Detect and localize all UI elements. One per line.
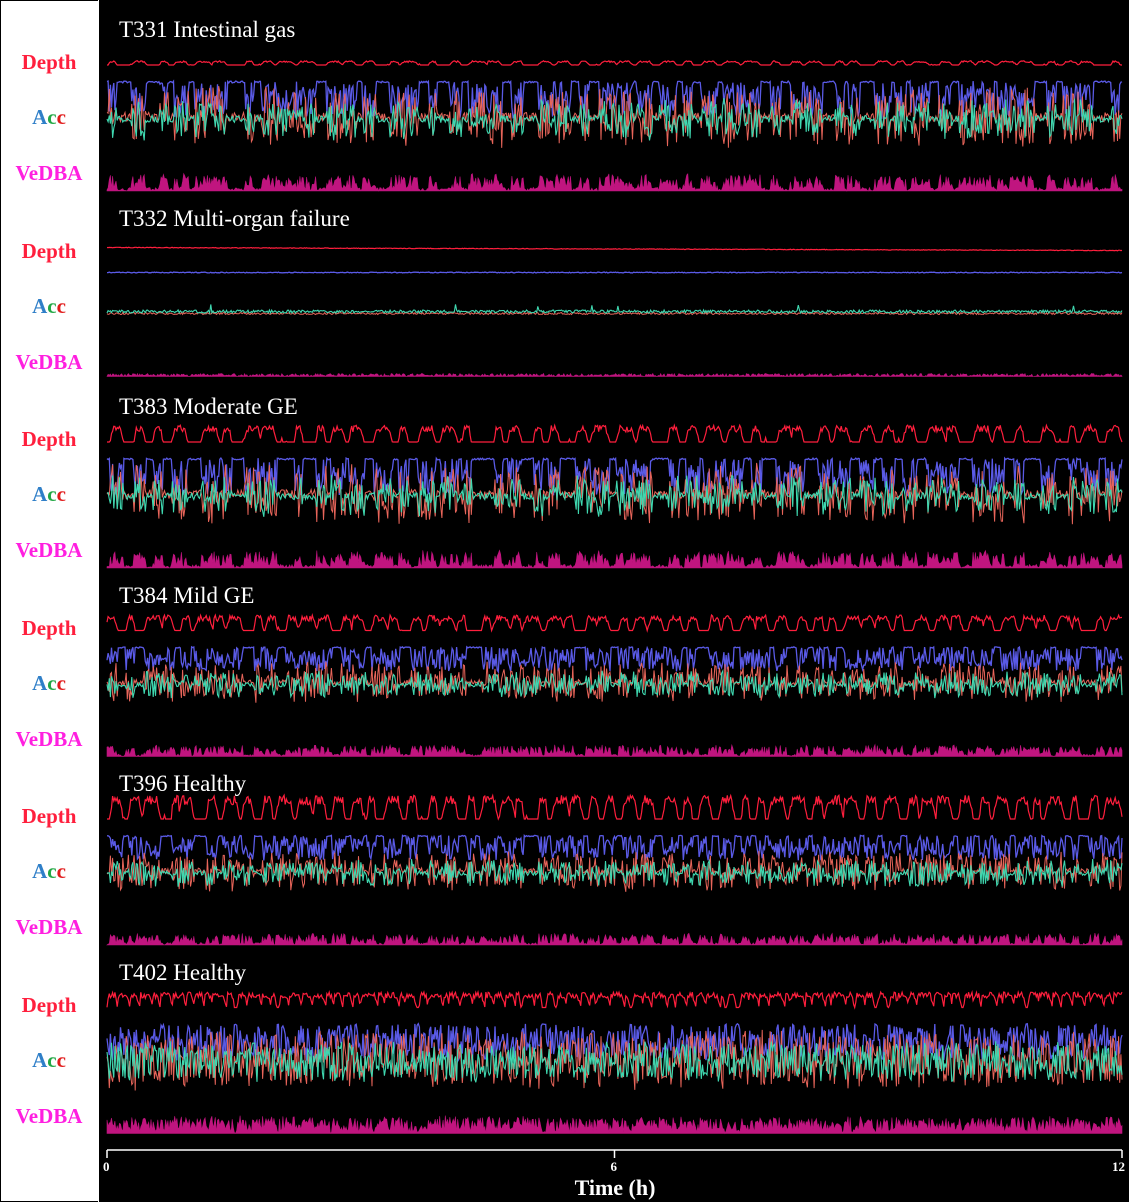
depth-row-label: Depth [21,615,77,640]
x-axis-title: Time (h) [574,1175,656,1200]
panel-title: T384 Mild GE [119,582,255,608]
acc-label-c1: c [47,293,57,318]
acc-label-c2: c [56,670,66,695]
acc-y-trace [106,1029,1123,1091]
acc-x-trace [106,79,1123,120]
vedba-row-label: VeDBA [15,1103,83,1128]
acc-row-label: Acc [0,482,98,506]
acc-y-trace [106,661,1123,703]
panel-traces [106,246,1123,378]
panel-traces [106,793,1123,946]
vedba-trace [106,1115,1123,1135]
x-tick-label: 12 [1112,1159,1125,1174]
x-tick-label: 6 [610,1159,618,1174]
panel-title: T396 Healthy [119,771,247,796]
acc-label-c1: c [47,670,57,695]
vedba-row-label: VeDBA [15,349,83,374]
acc-label-c1: c [47,482,57,506]
acc-label-c2: c [56,105,66,129]
vedba-row-label: VeDBA [15,726,83,751]
depth-row-label: Depth [21,238,77,263]
panel-title: T383 Moderate GE [119,394,298,419]
vedba-trace [106,172,1123,192]
acc-label-c2: c [56,293,66,318]
acc-row-label: Acc [0,105,98,129]
depth-row-label: Depth [21,427,77,451]
vedba-trace [106,549,1123,570]
acc-row-label: Acc [0,294,98,318]
depth-row-label: Depth [21,804,77,828]
acc-z-trace [106,475,1123,517]
acc-label-a: A [32,670,48,695]
depth-trace [106,989,1123,1010]
acc-x-trace [107,271,1123,274]
acc-row-label: Acc [0,671,98,695]
x-tick-label: 0 [103,1159,110,1174]
acc-y-trace [106,311,1123,316]
depth-trace [106,612,1122,633]
acc-label-a: A [32,1047,48,1072]
acc-row-label: Acc [0,859,98,883]
acc-label-c1: c [47,1047,57,1072]
acc-label-a: A [32,293,48,318]
acc-z-trace [106,1041,1123,1083]
acc-label-a: A [32,482,48,506]
acc-label-c2: c [56,1047,66,1072]
panel-title: T332 Multi-organ failure [119,205,350,231]
vedba-row-label: VeDBA [15,538,83,562]
acc-label-a: A [32,105,48,129]
acc-label-a: A [32,859,48,883]
vedba-row-label: VeDBA [15,161,83,185]
acc-z-trace [106,858,1123,888]
acc-z-trace [106,304,1123,315]
acc-label-c2: c [56,859,66,883]
vedba-row-label: VeDBA [15,915,83,939]
depth-row-label: Depth [21,992,77,1017]
panel-title: T402 Healthy [119,959,247,985]
depth-trace [107,59,1122,66]
depth-trace [107,793,1123,821]
acc-label-c1: c [47,859,57,883]
depth-trace [106,246,1123,252]
vedba-trace [106,932,1123,946]
panel-traces [106,989,1123,1135]
acc-z-trace [106,98,1123,141]
acc-label-c2: c [56,482,66,506]
vedba-trace [106,743,1123,758]
acc-x-trace [106,645,1123,674]
panel-traces [106,423,1123,570]
vedba-trace [106,372,1123,378]
depth-trace [107,423,1123,444]
depth-row-label: Depth [21,50,77,74]
acc-y-trace [106,462,1123,525]
panel-traces [106,59,1123,192]
acc-z-trace [106,668,1123,699]
panel-traces [106,612,1123,758]
acc-x-trace [107,834,1123,862]
acc-row-label: Acc [0,1048,98,1072]
panel-title: T331 Intestinal gas [119,17,296,42]
acc-label-c1: c [47,105,57,129]
